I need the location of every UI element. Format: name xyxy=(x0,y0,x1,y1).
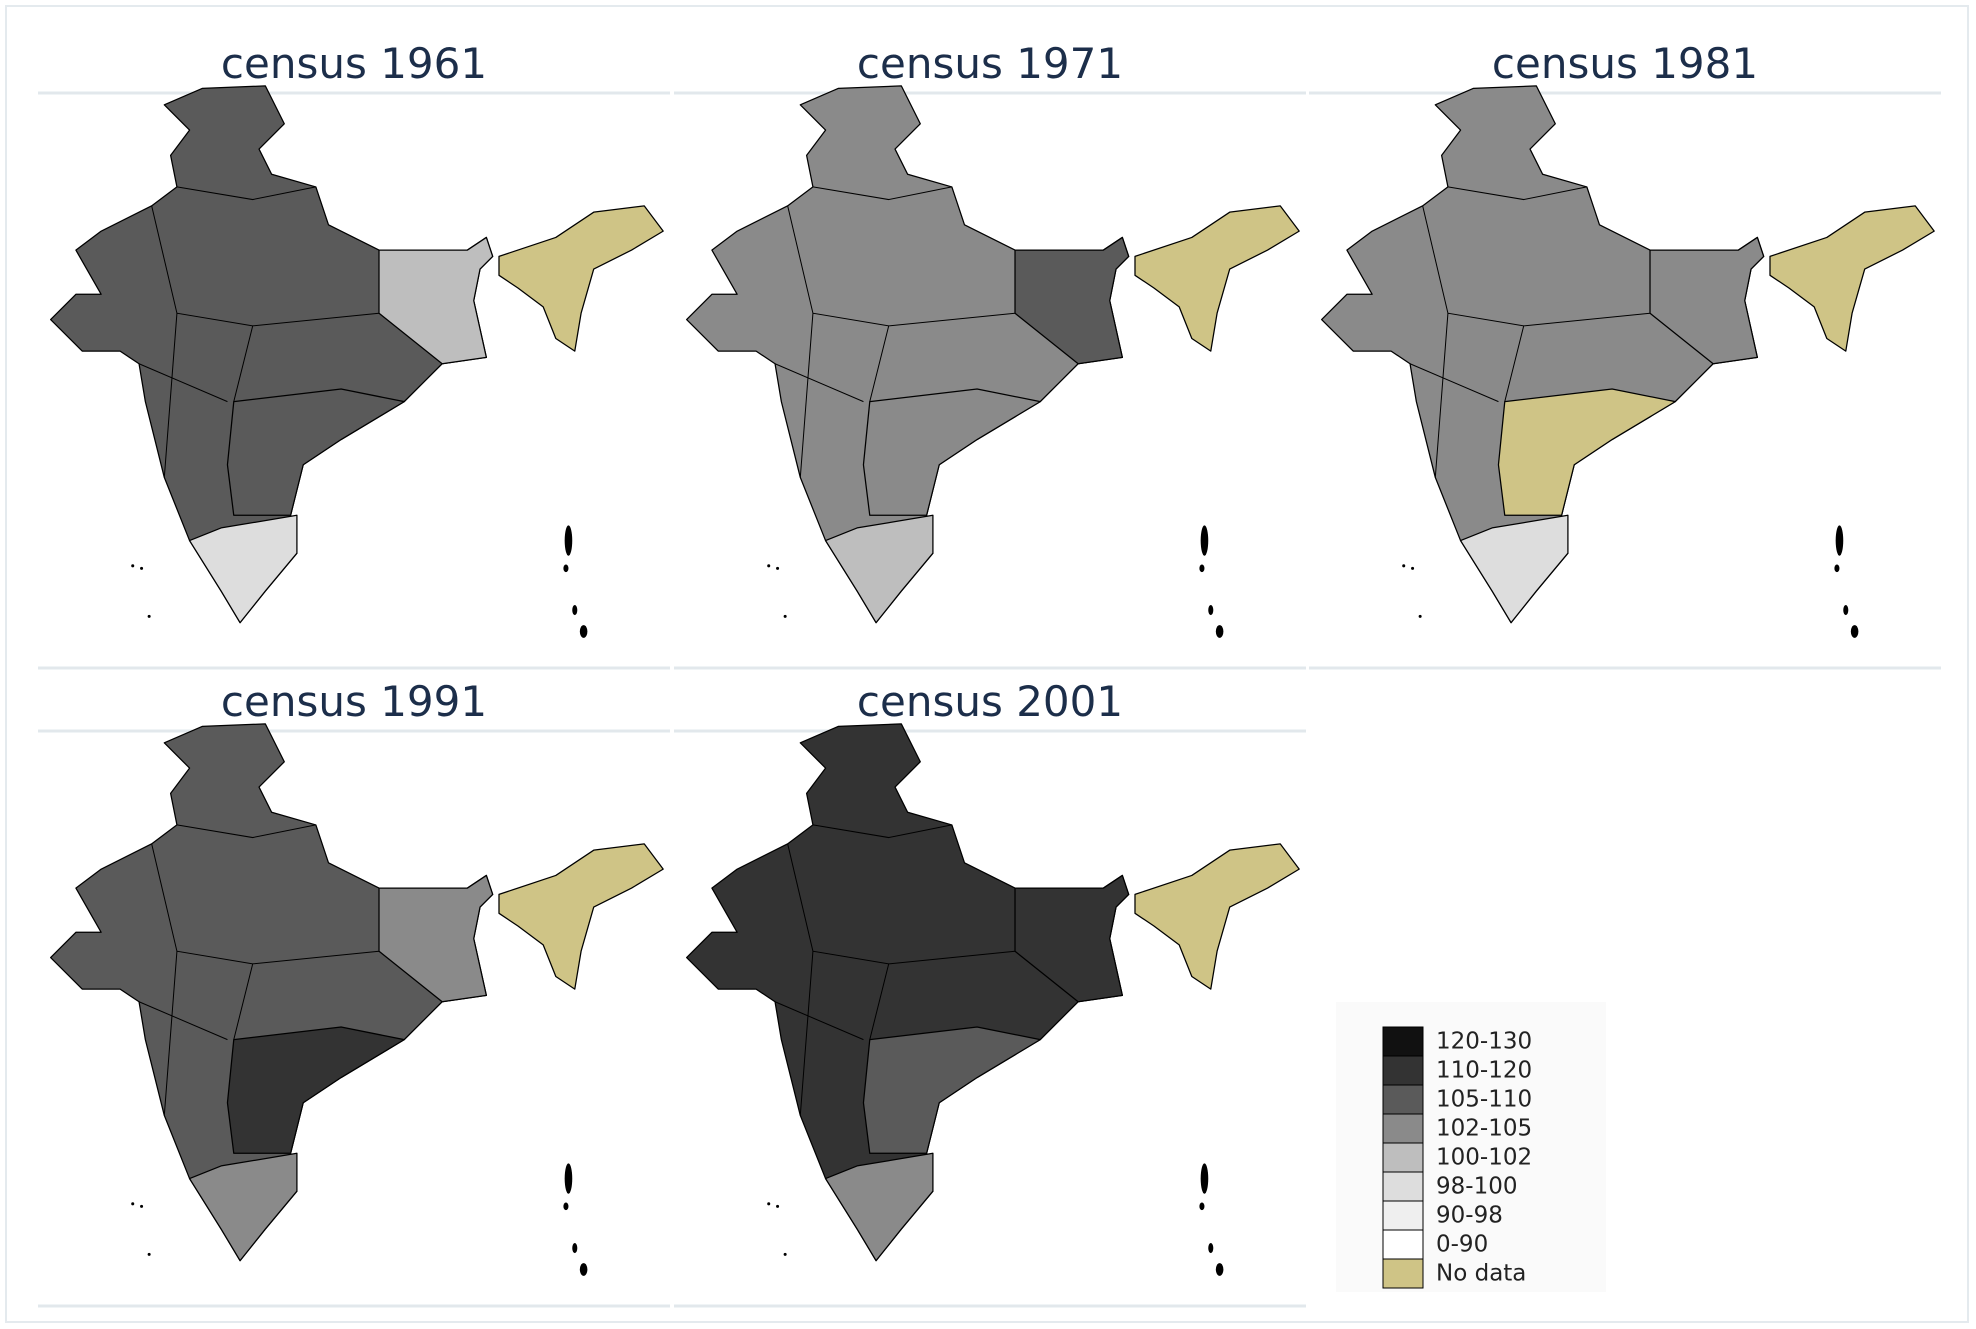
island xyxy=(1411,566,1415,570)
island xyxy=(767,1202,771,1206)
legend-swatch xyxy=(1382,1200,1424,1231)
legend: 120-130 110-120 105-110 102-105 100-102 98-10… xyxy=(1336,1002,1606,1292)
panel-title: census 2001 xyxy=(857,677,1123,726)
panel-title: census 1961 xyxy=(221,39,487,88)
island xyxy=(147,1252,151,1256)
map-panel: census 1971 xyxy=(674,39,1306,670)
island xyxy=(1215,1263,1224,1276)
india-map xyxy=(685,85,1300,638)
legend-swatch xyxy=(1382,1055,1424,1086)
island xyxy=(783,1252,787,1256)
india-map xyxy=(685,723,1300,1276)
island xyxy=(767,564,771,568)
india-map xyxy=(1320,85,1935,638)
legend-label: 110-120 xyxy=(1436,1058,1532,1084)
island xyxy=(579,625,588,638)
island xyxy=(776,566,780,570)
legend-label: No data xyxy=(1436,1261,1526,1287)
india-map xyxy=(49,85,664,638)
island xyxy=(131,564,135,568)
island xyxy=(131,1202,135,1206)
legend-label: 120-130 xyxy=(1436,1029,1532,1055)
legend-label: 0-90 xyxy=(1436,1232,1488,1258)
legend-swatch xyxy=(1382,1142,1424,1173)
island xyxy=(776,1204,780,1208)
island xyxy=(1834,564,1840,573)
legend-swatch xyxy=(1382,1084,1424,1115)
island xyxy=(563,1202,569,1211)
island xyxy=(572,1242,578,1254)
island xyxy=(564,1163,573,1194)
island xyxy=(140,566,144,570)
island xyxy=(564,525,573,556)
legend-label: 102-105 xyxy=(1436,1116,1532,1142)
panel-title: census 1991 xyxy=(221,677,487,726)
island xyxy=(1850,625,1859,638)
legend-swatch xyxy=(1382,1113,1424,1144)
legend-label: 100-102 xyxy=(1436,1145,1532,1171)
island xyxy=(140,1204,144,1208)
island xyxy=(1835,525,1844,556)
legend-box xyxy=(1336,1002,1606,1292)
panel-title: census 1981 xyxy=(1492,39,1758,88)
map-panel: census 1991 xyxy=(38,677,670,1308)
island xyxy=(1402,564,1406,568)
island xyxy=(1843,604,1849,616)
map-panel: census 1981 xyxy=(1309,39,1941,670)
island xyxy=(147,614,151,618)
island xyxy=(1215,625,1224,638)
island xyxy=(1199,1202,1205,1211)
india-map xyxy=(49,723,664,1276)
legend-swatch xyxy=(1382,1026,1424,1057)
map-panel: census 1961 xyxy=(38,39,670,670)
island xyxy=(1200,1163,1209,1194)
island xyxy=(572,604,578,616)
legend-label: 98-100 xyxy=(1436,1174,1517,1200)
island xyxy=(1208,1242,1214,1254)
island xyxy=(1208,604,1214,616)
legend-swatch xyxy=(1382,1171,1424,1202)
frame xyxy=(5,5,1969,1323)
panel-title: census 1971 xyxy=(857,39,1123,88)
island xyxy=(1418,614,1422,618)
map-panel: census 2001 xyxy=(674,677,1306,1308)
island xyxy=(563,564,569,573)
legend-swatch xyxy=(1382,1229,1424,1260)
legend-label: 105-110 xyxy=(1436,1087,1532,1113)
legend-label: 90-98 xyxy=(1436,1203,1503,1229)
island xyxy=(579,1263,588,1276)
legend-swatch xyxy=(1382,1258,1424,1289)
island xyxy=(1199,564,1205,573)
island xyxy=(1200,525,1209,556)
island xyxy=(783,614,787,618)
